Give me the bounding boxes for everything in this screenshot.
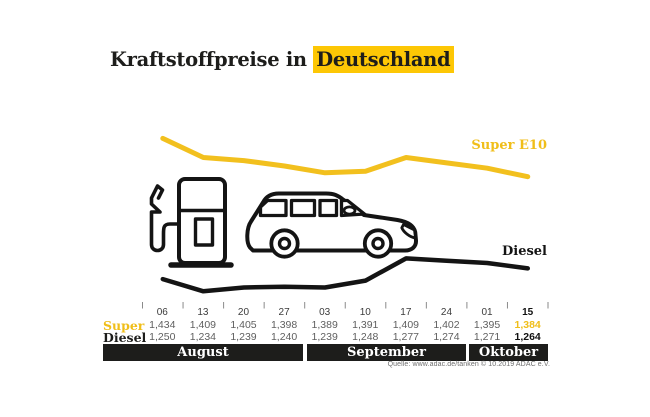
diesel-value-cell: 1,274 bbox=[433, 331, 460, 343]
super-value-cell: 1,409 bbox=[392, 319, 419, 331]
date-cell: 01 bbox=[481, 307, 493, 318]
month-bar-august: August bbox=[103, 344, 303, 361]
date-cell: 15 bbox=[522, 307, 534, 318]
date-cell: 10 bbox=[359, 307, 371, 318]
table-row-label-diesel: Diesel bbox=[103, 330, 147, 345]
super-value-cell: 1,402 bbox=[433, 319, 460, 331]
diesel-value-cell: 1,240 bbox=[270, 331, 298, 343]
date-cell: 27 bbox=[278, 307, 290, 318]
source-note: Quelle: www.adac.de/tanken © 10.2019 ADA… bbox=[387, 361, 550, 368]
date-cell: 24 bbox=[440, 307, 453, 318]
date-cell: 03 bbox=[319, 307, 331, 318]
series-label-super-e10: Super E10 bbox=[471, 138, 547, 153]
diesel-value-cell: 1,234 bbox=[189, 331, 217, 343]
month-bar-oktober: Oktober bbox=[469, 344, 548, 361]
series-label-diesel: Diesel bbox=[501, 244, 547, 259]
month-bar-september: September bbox=[307, 344, 466, 361]
super-value-cell: 1,398 bbox=[270, 319, 298, 331]
super-value-cell: 1,391 bbox=[352, 319, 379, 331]
super-value-cell: 1,389 bbox=[311, 319, 338, 331]
car-icon bbox=[245, 191, 418, 259]
table-row-label-super: Super bbox=[103, 318, 145, 333]
table-row-dates: 06 13 20 27 03 10 17 24 01 15 bbox=[142, 307, 548, 319]
diesel-value-cell: 1,264 bbox=[514, 331, 541, 343]
diesel-value-cell: 1,239 bbox=[230, 331, 257, 343]
super-value-cell: 1,405 bbox=[230, 319, 257, 331]
diesel-value-cell: 1,271 bbox=[473, 331, 501, 343]
date-cell: 06 bbox=[156, 307, 168, 318]
super-value-cell: 1,409 bbox=[189, 319, 217, 331]
date-cell: 13 bbox=[197, 307, 209, 318]
super-value-cell: 1,395 bbox=[473, 319, 501, 331]
diesel-value-cell: 1,239 bbox=[311, 331, 338, 343]
super-e10-line bbox=[160, 135, 531, 180]
title-highlight: Deutschland bbox=[313, 46, 455, 73]
date-cell: 17 bbox=[400, 307, 412, 318]
super-value-cell: 1,434 bbox=[149, 319, 176, 331]
fuel-pump-icon bbox=[149, 177, 234, 268]
date-cell: 20 bbox=[237, 307, 250, 318]
diesel-value-cell: 1,250 bbox=[149, 331, 176, 343]
table-row-diesel: 1,250 1,234 1,239 1,240 1,239 1,248 1,277 1,274… bbox=[142, 331, 548, 343]
page-title: Kraftstoffpreise in Deutschland bbox=[110, 46, 455, 73]
diesel-value-cell: 1,277 bbox=[392, 331, 419, 343]
x-axis-ticks bbox=[142, 302, 549, 309]
super-value-cell: 1,384 bbox=[514, 319, 541, 331]
title-prefix: Kraftstoffpreise in bbox=[110, 48, 314, 71]
diesel-value-cell: 1,248 bbox=[352, 331, 379, 343]
data-lines bbox=[160, 135, 531, 294]
diesel-line bbox=[160, 256, 530, 294]
table-row-super: 1,434 1,409 1,405 1,398 1,389 1,391 1,409 1,402… bbox=[142, 319, 548, 331]
